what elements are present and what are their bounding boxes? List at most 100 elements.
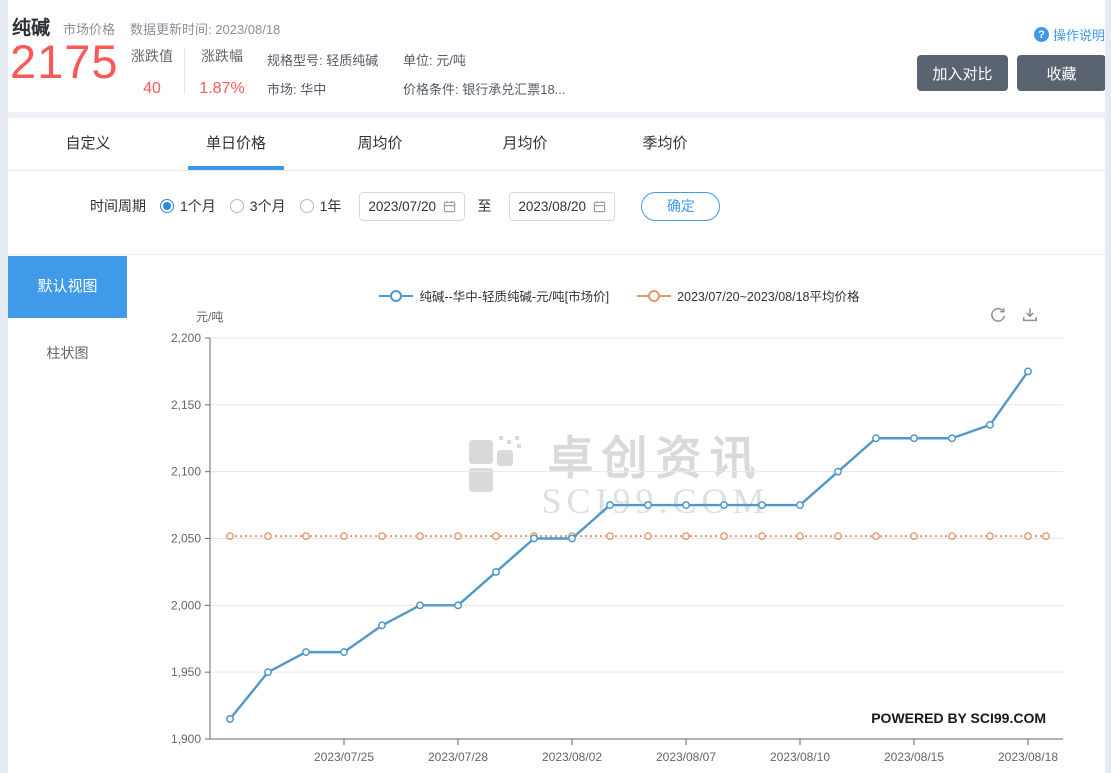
tab-quarterly-avg[interactable]: 季均价 — [642, 135, 688, 152]
to-label: 至 — [477, 198, 492, 214]
tab-weekly-avg[interactable]: 周均价 — [357, 135, 403, 152]
y-tick-label: 2,150 — [171, 398, 201, 412]
legend-line-icon — [637, 289, 672, 302]
watermark-title: 卓创资讯 — [547, 432, 764, 484]
y-tick-label: 1,900 — [171, 732, 201, 746]
x-tick-label: 2023/08/15 — [884, 750, 944, 764]
price-point — [606, 501, 614, 510]
legend-line-icon — [379, 289, 414, 302]
legend-item-average[interactable]: 2023/07/20~2023/08/18平均价格 — [637, 286, 860, 305]
market-label: 市场: 华中 — [267, 82, 327, 97]
watermark: 卓创资讯 SCI99.COM — [168, 430, 1071, 522]
x-tick-label: 2023/08/18 — [998, 750, 1058, 764]
average-marker — [948, 532, 956, 540]
question-icon: ? — [1034, 27, 1049, 42]
average-marker — [226, 532, 234, 540]
x-tick-label: 2023/07/28 — [428, 750, 488, 764]
price-point — [378, 621, 386, 630]
product-title: 纯碱 — [12, 18, 51, 39]
price-point — [758, 501, 766, 510]
average-marker — [720, 532, 728, 540]
y-axis-unit-label: 元/吨 — [196, 310, 224, 324]
price-point — [720, 501, 728, 510]
powered-by-label: POWERED BY SCI99.COM — [871, 710, 1046, 726]
sidebar-item-default-view[interactable]: 默认视图 — [8, 256, 127, 318]
tab-custom[interactable]: 自定义 — [65, 135, 111, 152]
price-point — [796, 501, 804, 510]
chart-legend: 纯碱--华中-轻质纯碱-元/吨[市场价] 2023/07/20~2023/08/… — [168, 286, 1071, 305]
end-date-input[interactable]: 2023/08/20 — [509, 191, 616, 221]
price-point — [226, 715, 234, 723]
y-tick-label: 2,000 — [171, 598, 201, 612]
x-tick-label: 2023/08/07 — [656, 750, 716, 764]
chart-toolbar — [988, 305, 1040, 325]
radio-1year[interactable]: 1年 — [299, 196, 341, 216]
average-marker — [872, 532, 880, 540]
price-line-chart[interactable]: 1,900 1,950 2,000 2,050 2,100 2,150 2,200 2023/… — [168, 325, 1071, 773]
price-point — [910, 434, 918, 443]
right-scrollbar-track[interactable] — [1105, 0, 1111, 773]
sidebar-item-bar-chart[interactable]: 柱状图 — [46, 345, 89, 361]
radio-icon — [299, 199, 314, 213]
calendar-icon — [444, 200, 456, 212]
chart-area: 纯碱--华中-轻质纯碱-元/吨[市场价] 2023/07/20~2023/08/… — [168, 280, 1071, 773]
average-marker — [1042, 532, 1050, 540]
refresh-icon[interactable] — [988, 305, 1008, 325]
favorite-button[interactable]: 收藏 — [1017, 55, 1106, 91]
start-date-input[interactable]: 2023/07/20 — [359, 191, 466, 221]
average-marker — [492, 532, 500, 540]
average-marker — [454, 532, 462, 540]
y-tick-label: 1,950 — [171, 665, 201, 679]
x-tick-label: 2023/08/10 — [770, 750, 830, 764]
add-compare-button[interactable]: 加入对比 — [917, 55, 1008, 91]
price-point — [834, 467, 842, 476]
price-point — [492, 567, 500, 576]
price-point — [948, 434, 956, 443]
divider-line — [8, 254, 1105, 255]
radio-3month[interactable]: 3个月 — [229, 196, 286, 216]
confirm-button[interactable]: 确定 — [641, 191, 721, 221]
x-tick-label: 2023/07/25 — [314, 750, 374, 764]
price-series-line — [229, 370, 1029, 720]
price-point — [872, 434, 880, 443]
calendar-icon — [594, 200, 606, 212]
price-condition-label: 价格条件: 银行承兑汇票18... — [403, 82, 566, 97]
price-point — [644, 501, 652, 510]
y-tick-label: 2,050 — [171, 532, 201, 546]
average-marker — [758, 532, 766, 540]
filter-row: 时间周期 1个月 3个月 1年 2023/07/20 至 2023/ — [8, 191, 1105, 221]
tab-monthly-avg[interactable]: 月均价 — [502, 135, 548, 152]
left-edge-strip — [0, 0, 8, 773]
download-icon[interactable] — [1020, 305, 1040, 325]
average-marker — [606, 532, 614, 540]
unit-label: 单位: 元/吨 — [403, 53, 466, 68]
section-gap — [0, 112, 1111, 118]
price-point — [568, 534, 576, 543]
y-tick-label: 2,100 — [171, 465, 201, 479]
radio-1month[interactable]: 1个月 — [160, 196, 216, 216]
market-price-label: 市场价格 — [63, 22, 116, 37]
price-point — [530, 534, 538, 543]
tab-daily-price[interactable]: 单日价格 — [206, 118, 266, 170]
average-marker — [986, 532, 994, 540]
price-point — [340, 648, 348, 657]
legend-item-series[interactable]: 纯碱--华中-轻质纯碱-元/吨[市场价] — [379, 286, 609, 305]
x-tick-label: 2023/08/02 — [542, 750, 602, 764]
average-marker — [1024, 532, 1032, 540]
price-point — [682, 501, 690, 510]
help-link[interactable]: ? 操作说明 — [1034, 25, 1105, 44]
change-pct-label: 涨跌幅 — [201, 48, 243, 64]
watermark-domain: SCI99.COM — [541, 481, 770, 521]
y-tick-label: 2,200 — [171, 331, 201, 345]
update-time: 数据更新时间: 2023/08/18 — [130, 22, 281, 37]
average-marker — [302, 532, 310, 540]
change-value-label: 涨跌值 — [131, 48, 173, 64]
radio-icon-checked — [160, 199, 174, 213]
average-marker — [340, 532, 348, 540]
tabs-section: 自定义 单日价格 周均价 月均价 季均价 时间周期 1个月 3个月 1年 202… — [8, 118, 1105, 254]
price-point — [1024, 367, 1032, 376]
price-point — [264, 668, 272, 677]
average-marker — [644, 532, 652, 540]
price-point — [302, 648, 310, 657]
